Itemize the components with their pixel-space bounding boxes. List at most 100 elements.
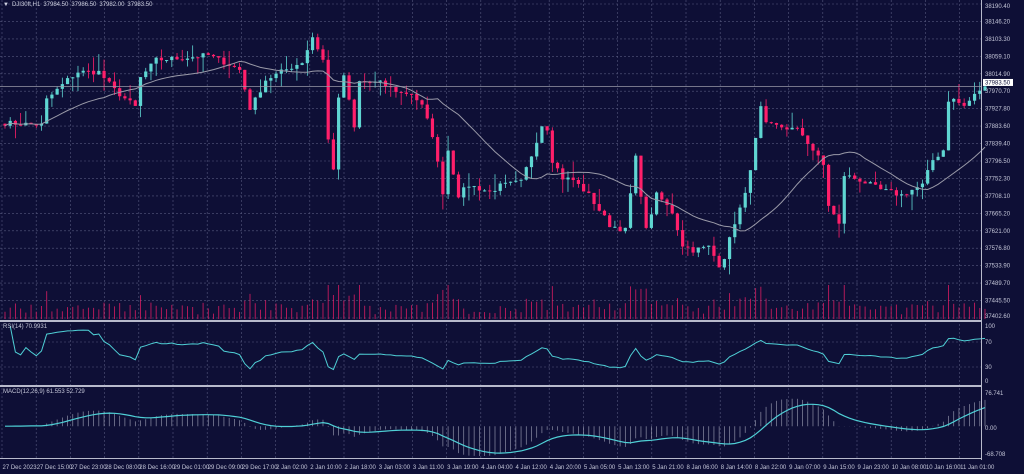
candle-body — [681, 230, 685, 247]
rsi-line — [9, 325, 986, 371]
candle-body — [618, 226, 622, 232]
candle-body — [123, 96, 127, 99]
candle-body — [86, 70, 91, 72]
candle-body — [743, 192, 747, 208]
candle-body — [863, 181, 867, 184]
candle-body — [222, 57, 226, 65]
time-axis-label: 5 Jan 05:00 — [584, 465, 616, 471]
candle-body — [159, 57, 163, 61]
candle-body — [733, 224, 737, 238]
menu-arrow-icon[interactable]: ▼ — [3, 2, 9, 8]
candle-body — [128, 98, 132, 101]
price-axis-label: 38103.30 — [985, 37, 1011, 43]
price-axis-label: 37708.10 — [985, 194, 1011, 200]
candle-body — [821, 155, 826, 165]
candle-body — [545, 126, 549, 131]
candle-body — [321, 49, 325, 60]
panel-divider[interactable] — [0, 385, 982, 387]
ohlc-close: 37983.50 — [127, 2, 153, 8]
candle-body — [503, 182, 508, 184]
time-axis-label: 8 Jan 22:00 — [755, 465, 787, 471]
candle-body — [915, 187, 919, 190]
candle-body — [691, 247, 695, 253]
candle-body — [853, 175, 857, 179]
rsi-panel — [9, 325, 986, 371]
price-axis-label: 38059.10 — [985, 54, 1011, 60]
candle-body — [983, 86, 987, 91]
candle-body — [905, 194, 909, 196]
candle-body — [957, 98, 961, 103]
candle-body — [592, 192, 596, 205]
time-axis-label: 9 Jan 07:00 — [789, 465, 821, 471]
rsi-level-70: 70 — [985, 340, 992, 346]
candle-body — [899, 194, 904, 196]
candle-body — [493, 190, 497, 192]
candle-body — [133, 100, 137, 106]
candle-body — [931, 160, 935, 171]
candle-body — [972, 93, 977, 101]
candle-body — [623, 227, 627, 232]
price-axis[interactable]: 38190.40 38146.20 38103.30 38059.10 38014.90… — [985, 4, 1011, 320]
candle-body — [102, 70, 106, 79]
macd-panel — [5, 398, 986, 456]
price-axis-label: 37533.90 — [985, 264, 1011, 270]
candle-body — [45, 98, 49, 124]
candle-body — [243, 69, 247, 90]
candle-body — [180, 59, 184, 61]
candle-body — [50, 94, 54, 99]
time-axis-label: 5 Jan 13:00 — [618, 465, 650, 471]
candle-body — [112, 81, 117, 89]
candle-body — [889, 189, 893, 191]
candle-body — [962, 102, 966, 106]
candle-body — [446, 150, 450, 195]
candle-body — [936, 156, 940, 161]
panel-frames — [0, 0, 982, 460]
candle-body — [941, 150, 945, 157]
candle-body — [269, 78, 273, 81]
candle-body — [764, 106, 768, 123]
macd-level-max: 76.741 — [985, 391, 1004, 397]
time-axis-label: 28 Dec 08:00 — [105, 465, 141, 471]
time-axis-label: 9 Jan 23:00 — [858, 465, 890, 471]
candle-body — [654, 192, 659, 215]
time-axis-label: 8 Jan 14:00 — [721, 465, 753, 471]
candle-body — [232, 65, 236, 67]
candle-body — [613, 226, 617, 228]
candles — [3, 32, 987, 275]
candle-body — [154, 57, 158, 64]
price-axis-label: 37796.50 — [985, 159, 1011, 165]
candle-body — [774, 123, 779, 125]
candle-body — [3, 123, 7, 126]
candle-body — [164, 60, 169, 62]
candle-body — [894, 190, 898, 196]
candle-body — [759, 106, 763, 138]
time-axis-label: 27 Dec 23:00 — [71, 465, 107, 471]
candle-body — [290, 68, 294, 70]
candle-body — [597, 204, 601, 211]
price-axis-label: 38014.90 — [985, 72, 1011, 78]
candle-body — [149, 63, 153, 72]
volume-bars — [4, 285, 986, 319]
ohlc-open: 37984.50 — [43, 2, 69, 8]
candle-body — [795, 127, 799, 129]
rsi-label: RSI(14) 70.9931 — [3, 324, 48, 330]
candle-body — [639, 155, 643, 197]
candle-body — [738, 207, 742, 225]
ohlc-high: 37986.50 — [71, 2, 97, 8]
price-axis-label: 37665.20 — [985, 211, 1011, 217]
candle-body — [55, 88, 59, 95]
candle-body — [451, 150, 455, 175]
candle-body — [946, 101, 951, 151]
candle-body — [535, 142, 539, 157]
candle-body — [920, 183, 925, 188]
candle-body — [649, 214, 653, 228]
macd-level-zero: 0.00 — [985, 426, 997, 432]
price-axis-label: 38146.20 — [985, 19, 1011, 25]
candle-body — [456, 174, 461, 198]
candle-body — [670, 205, 674, 214]
panel-divider[interactable] — [0, 320, 982, 322]
candle-body — [498, 183, 502, 191]
